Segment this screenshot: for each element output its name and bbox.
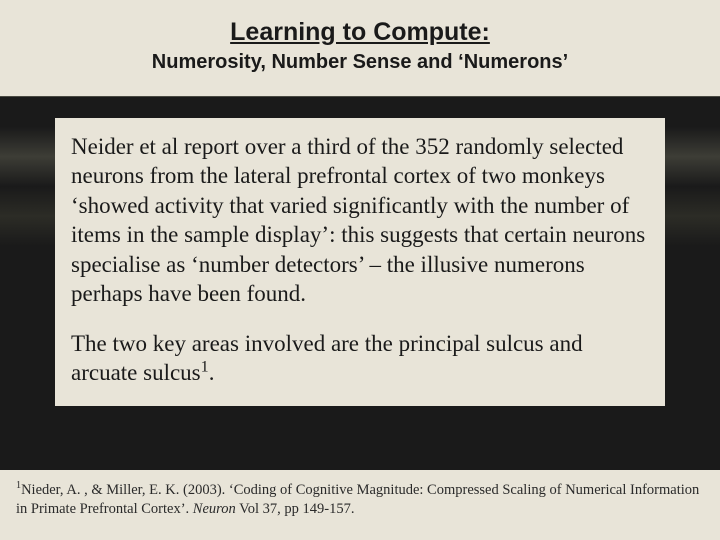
body-paragraph-2: The two key areas involved are the princ…	[71, 329, 649, 388]
footnote-text: 1Nieder, A. , & Miller, E. K. (2003). ‘C…	[16, 481, 704, 520]
body-paragraph-1: Neider et al report over a third of the …	[71, 132, 649, 309]
title-sub: Numerosity, Number Sense and ‘Numerons’	[0, 51, 720, 74]
content-box: Neider et al report over a third of the …	[55, 118, 665, 406]
p2-text-post: .	[209, 360, 215, 385]
footnote-journal: Neuron	[193, 501, 236, 517]
p2-superscript: 1	[201, 358, 209, 375]
title-main: Learning to Compute:	[0, 18, 720, 47]
footnote-tail: Vol 37, pp 149-157.	[236, 501, 355, 517]
title-block: Learning to Compute: Numerosity, Number …	[0, 0, 720, 84]
footnote-box: 1Nieder, A. , & Miller, E. K. (2003). ‘C…	[6, 473, 714, 530]
footnote-authors: Nieder, A. , & Miller, E. K. (2003). ‘Co…	[16, 482, 699, 518]
p2-text-pre: The two key areas involved are the princ…	[71, 331, 583, 385]
